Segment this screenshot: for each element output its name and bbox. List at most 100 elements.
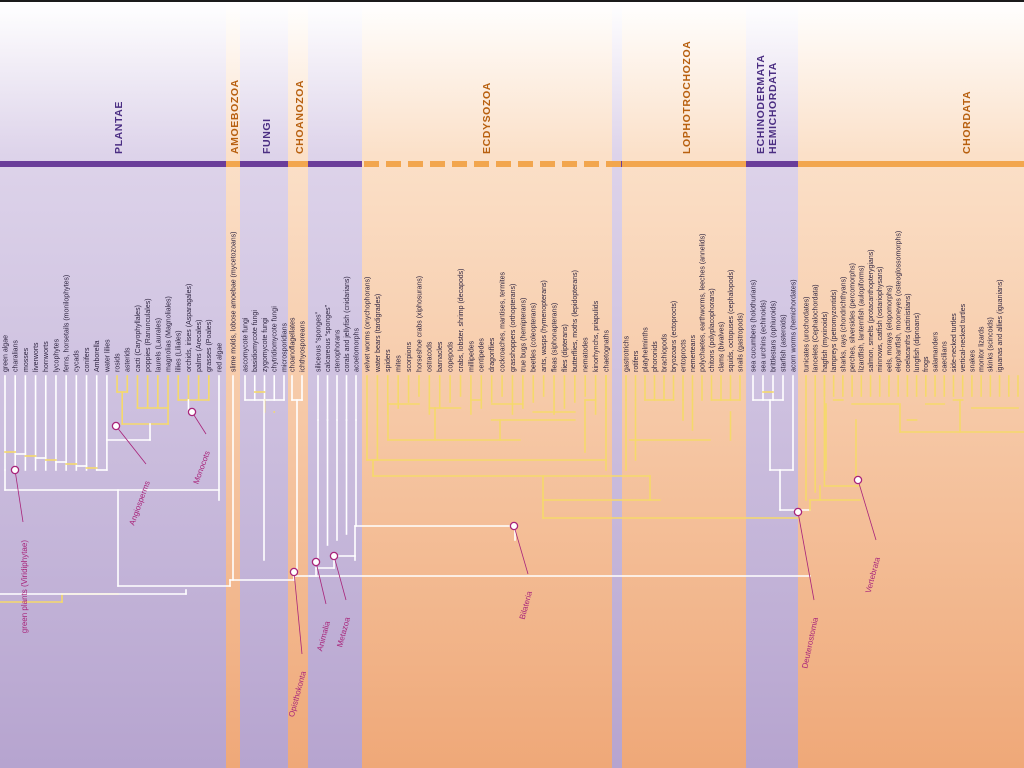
taxon-label: scorpions xyxy=(406,342,413,372)
node-marker-bilateria xyxy=(509,521,519,531)
taxon-label: liverworts xyxy=(33,342,40,372)
taxon-label: rotifers xyxy=(633,350,640,372)
taxon-label: bryozoans (ectoprocts) xyxy=(671,301,678,372)
clade-rule-dash xyxy=(474,161,489,167)
clade-rule-segment xyxy=(746,161,798,167)
taxon-label: skinks (scincoids) xyxy=(988,317,995,372)
taxon-label: platyhelminths xyxy=(642,327,649,372)
taxon-label: phoronids xyxy=(652,341,659,372)
node-marker-viridiplantae xyxy=(10,465,20,475)
top-edge xyxy=(0,0,1024,2)
taxon-label: snails (gastropods) xyxy=(737,313,744,372)
clade-rules xyxy=(0,161,1024,167)
clade-rule-dash xyxy=(562,161,577,167)
taxon-label: sea cucumbers (holothurians) xyxy=(750,280,757,372)
taxon-label: ostracods xyxy=(427,341,434,372)
taxon-label: mites xyxy=(396,355,403,372)
taxon-label: nematodes xyxy=(583,337,590,372)
taxon-labels: green algae charalians mosses liverworts hor… xyxy=(2,231,1004,373)
taxon-label: millipedes xyxy=(468,340,475,372)
taxon-label: entoprocts xyxy=(680,339,687,372)
taxon-label: cycads xyxy=(74,350,81,372)
taxon-label: chytridiomycote fungi xyxy=(272,306,279,372)
node-marker-monocots xyxy=(187,407,197,417)
taxon-label: slime molds, lobose amoebae (mycetozoans… xyxy=(230,232,237,372)
clade-rule-dash xyxy=(540,161,555,167)
clade-rule-segment xyxy=(226,161,240,167)
node-marker-deuterostomia xyxy=(793,507,803,517)
taxon-label: water lilies xyxy=(104,339,111,373)
taxon-label: perches, silversides (percomorphs) xyxy=(850,263,857,372)
taxon-label: basidiomycote fungi xyxy=(252,310,259,372)
clade-rule-dash xyxy=(584,161,599,167)
clade-rule-segment xyxy=(240,161,288,167)
gap-band-1 xyxy=(612,2,622,768)
taxon-label: spiders xyxy=(385,349,392,372)
taxon-label: monitor lizards xyxy=(979,326,986,372)
node-leader xyxy=(115,425,147,465)
taxon-label: grasses (Poales) xyxy=(206,319,213,372)
taxon-label: sea urchins (echinoids) xyxy=(760,300,767,372)
taxon-label: nemerteans xyxy=(690,335,697,372)
clade-rule-dash xyxy=(606,161,621,167)
taxon-label: velvet worms (onychophorans) xyxy=(364,277,371,372)
taxon-label: lilies (Liliales) xyxy=(176,330,183,372)
taxon-label: gastrotrichs xyxy=(623,335,630,372)
clade-title-amoebozoa: AMOEBOZOA xyxy=(229,79,241,154)
node-leader xyxy=(797,511,815,601)
clade-title-choanozoa: CHOANOZOA xyxy=(294,80,306,154)
taxon-label: Amborella xyxy=(94,340,101,372)
node-leader xyxy=(293,571,303,655)
taxon-label: ctenophorans xyxy=(334,329,341,372)
taxon-label: salamanders xyxy=(932,331,939,372)
taxon-label: salmon, smelts (protacanthopterygians) xyxy=(868,249,875,372)
clade-band-echinodermata xyxy=(746,2,798,768)
node-leader xyxy=(14,469,24,523)
taxon-label: lizardfish, lanternfish (aulopiforms) xyxy=(859,265,866,372)
taxon-label: ascomycote fungi xyxy=(242,317,249,372)
taxon-label: snakes xyxy=(969,349,976,372)
taxon-label: conifers xyxy=(84,347,91,372)
clade-title-echinodermata: ECHINODERMATA xyxy=(755,54,767,154)
taxon-label: kinorhynchs, priapulids xyxy=(593,300,600,372)
taxon-label: lampreys (petromyzontids) xyxy=(831,290,838,372)
clade-rule-dash xyxy=(386,161,401,167)
taxon-label: dragonflies xyxy=(489,337,496,372)
taxon-label: coelacanths (actinistians) xyxy=(905,293,912,372)
clade-title-ecdysozoa: ECDYSOZOA xyxy=(481,82,493,154)
taxon-label: poppies (Ranunculales) xyxy=(145,298,152,372)
taxon-label: copepods xyxy=(448,341,455,372)
taxon-label: caecilians xyxy=(942,341,949,372)
node-leader xyxy=(191,411,207,435)
taxon-label: cockroaches, mantises, termites xyxy=(500,272,507,372)
node-label-viridiplantae: green plants (Viridiphytae) xyxy=(20,540,29,634)
clade-rule-dash xyxy=(518,161,533,167)
taxon-label: butterflies, moths (lepidopterans) xyxy=(572,270,579,372)
clade-rule-segment xyxy=(0,161,226,167)
node-marker-opisthokonta xyxy=(289,567,299,577)
clade-title-plantae: PLANTAE xyxy=(113,101,125,154)
taxon-label: choanoflagellates xyxy=(289,317,296,372)
taxon-label: ants, wasps (hymenopterans) xyxy=(541,280,548,372)
taxon-label: chitons (polyplacophorans) xyxy=(709,288,716,372)
clade-rule-dash xyxy=(408,161,423,167)
taxon-label: lancelets (Cephalochordata) xyxy=(813,284,820,372)
node-leader xyxy=(857,479,877,541)
clade-title-fungi: FUNGI xyxy=(261,118,273,154)
clade-band-ecdysozoa xyxy=(362,2,612,768)
clade-rule-segment xyxy=(308,161,362,167)
taxon-label: barnacles xyxy=(437,341,444,372)
taxon-label: iguanas and allies (iguanians) xyxy=(997,279,1004,372)
clade-rule-dash xyxy=(430,161,445,167)
taxon-label: lycophytes xyxy=(53,338,60,372)
taxon-label: beetles (coleopterans) xyxy=(531,303,538,372)
taxon-label: zygomycote fungi xyxy=(262,317,269,372)
clade-rule-segment xyxy=(288,161,308,167)
taxon-label: magnolias (Magnoliales) xyxy=(165,296,172,372)
clade-rule-dash xyxy=(364,161,379,167)
taxon-label: charalians xyxy=(13,340,20,372)
taxon-label: sharks, rays (chondrichthyans) xyxy=(840,277,847,372)
node-marker-vertebrata xyxy=(853,475,863,485)
